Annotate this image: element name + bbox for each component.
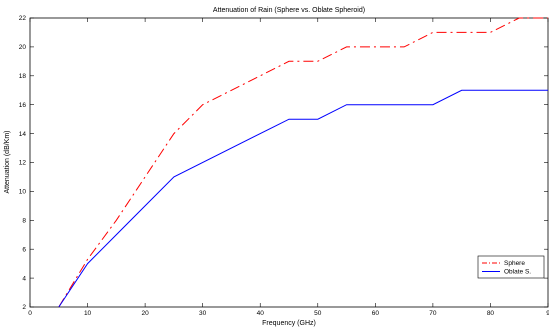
y-tick-label: 6: [22, 246, 26, 253]
y-tick-label: 16: [19, 102, 27, 109]
x-tick-label: 10: [84, 310, 92, 317]
y-tick-label: 10: [19, 189, 27, 196]
legend-label: Oblate S.: [504, 269, 531, 276]
x-tick-label: 50: [314, 310, 322, 317]
y-tick-label: 4: [22, 275, 26, 282]
y-tick-label: 8: [22, 218, 26, 225]
chart-title: Attenuation of Rain (Sphere vs. Oblate S…: [213, 7, 365, 14]
x-tick-label: 20: [141, 310, 149, 317]
x-axis-title: Frequency (GHz): [262, 320, 316, 327]
y-tick-label: 12: [19, 160, 27, 167]
legend-label: Sphere: [504, 260, 525, 267]
y-tick-label: 20: [19, 44, 27, 51]
x-tick-label: 40: [257, 310, 265, 317]
series-layer: [58, 17, 548, 308]
y-tick-label: 2: [22, 304, 26, 311]
plot-area: [29, 17, 549, 308]
x-axis: 0 10 20 30 40 50 60 70 80 9: [28, 18, 549, 317]
y-tick-label: 18: [19, 73, 27, 80]
legend-box: [477, 255, 545, 279]
legend: Sphere Oblate S.: [477, 255, 545, 279]
series-line-sphere: [58, 17, 548, 308]
x-tick-label: 80: [487, 310, 495, 317]
y-tick-label: 22: [19, 15, 27, 22]
y-axis-title: Attenuation (dB/Km): [4, 130, 11, 193]
x-tick-label: 70: [429, 310, 437, 317]
y-axis: 2 4 6 8 10 12 14 16 18 20 22: [19, 15, 548, 311]
series-line-oblate-s: [58, 89, 548, 308]
y-tick-label: 14: [19, 131, 27, 138]
x-tick-label: 30: [199, 310, 207, 317]
x-tick-label: 60: [372, 310, 380, 317]
x-tick-label: 0: [28, 310, 32, 317]
x-tick-label: 9: [546, 310, 549, 317]
